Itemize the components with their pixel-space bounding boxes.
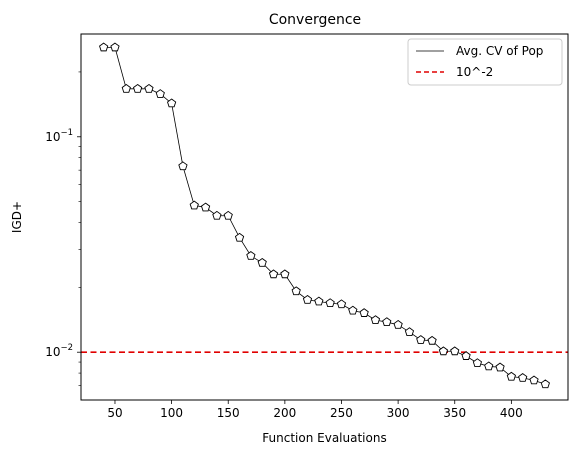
data-point xyxy=(427,335,437,345)
data-point xyxy=(121,83,131,93)
data-point xyxy=(393,319,403,329)
y-tick-label: 10−1 xyxy=(45,128,73,144)
data-point xyxy=(144,83,154,93)
data-point xyxy=(404,327,415,337)
legend-reference-label: 10^-2 xyxy=(456,65,493,79)
legend-series-label: Avg. CV of Pop xyxy=(456,44,543,58)
data-point xyxy=(325,298,335,308)
data-point xyxy=(291,286,301,296)
data-point xyxy=(450,346,460,356)
x-tick-label: 350 xyxy=(443,406,466,420)
data-point xyxy=(438,346,449,356)
legend-box xyxy=(407,38,563,86)
data-point xyxy=(133,83,143,93)
data-point xyxy=(110,42,120,52)
data-point xyxy=(302,294,313,304)
data-point xyxy=(348,305,358,315)
data-point xyxy=(472,358,483,368)
data-point xyxy=(257,257,267,267)
data-point xyxy=(506,371,516,381)
data-point xyxy=(314,296,324,306)
series-line xyxy=(103,46,546,385)
data-point xyxy=(200,202,211,212)
data-point xyxy=(359,308,369,317)
x-tick-label: 300 xyxy=(387,406,410,420)
x-tick-label: 250 xyxy=(330,406,353,420)
x-tick-label: 100 xyxy=(160,406,183,420)
data-point xyxy=(495,362,505,372)
chart-title: Convergence xyxy=(269,12,361,28)
x-axis-label: Function Evaluations xyxy=(262,431,386,445)
data-point xyxy=(99,42,109,52)
legend: Avg. CV of Pop 10^-2 xyxy=(407,38,563,86)
data-point xyxy=(540,379,550,389)
data-point xyxy=(370,315,381,324)
data-point xyxy=(166,98,177,108)
data-point xyxy=(518,373,528,382)
x-tick-label: 150 xyxy=(217,406,240,420)
x-tick-label: 400 xyxy=(500,406,523,420)
data-point xyxy=(223,210,233,220)
x-tick-label: 50 xyxy=(107,406,122,420)
data-point xyxy=(382,317,392,326)
data-point xyxy=(280,269,290,279)
y-tick-label: 10−2 xyxy=(45,343,73,359)
data-point xyxy=(189,200,199,210)
data-point xyxy=(268,269,279,279)
data-point xyxy=(234,232,245,242)
data-point xyxy=(461,351,471,360)
data-point xyxy=(529,375,539,385)
data-point xyxy=(336,299,347,309)
data-point xyxy=(484,361,494,371)
plot-frame xyxy=(80,33,569,401)
x-tick-label: 200 xyxy=(273,406,296,420)
data-point xyxy=(246,251,256,260)
data-point xyxy=(178,161,188,171)
data-point xyxy=(212,210,222,220)
data-point xyxy=(155,89,165,98)
data-point xyxy=(416,335,426,344)
series-layer xyxy=(99,42,550,389)
axes-layer: 50 100 150 200 250 300 350 400 10−2 10−1 xyxy=(45,71,523,420)
y-axis-label: IGD+ xyxy=(10,201,24,233)
